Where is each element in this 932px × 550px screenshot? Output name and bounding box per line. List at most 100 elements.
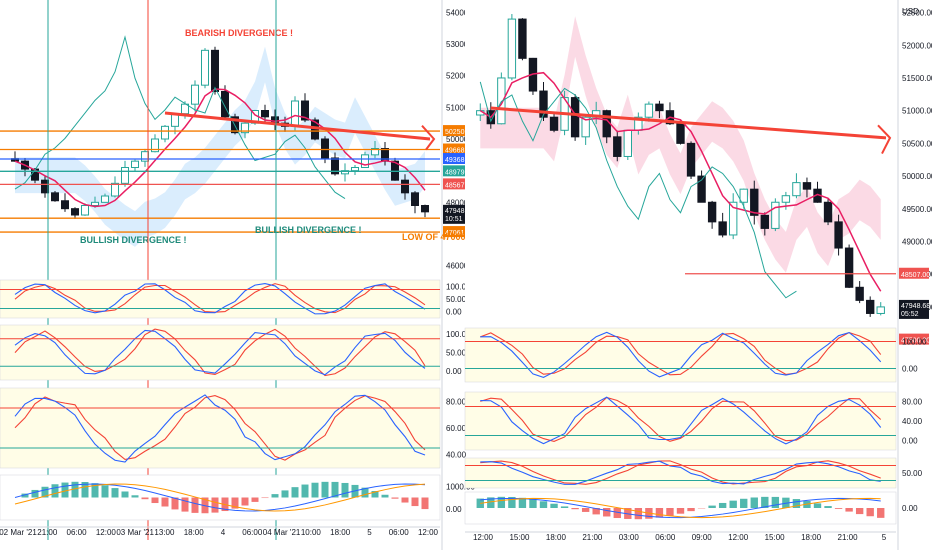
candle-body bbox=[823, 201, 833, 223]
candle-body bbox=[121, 167, 129, 184]
macd-histogram-bar bbox=[141, 497, 149, 500]
x-tick-label: 18:00 bbox=[801, 533, 822, 542]
candle-body bbox=[291, 100, 299, 127]
oscillator-line bbox=[14, 394, 426, 461]
candle-body bbox=[844, 247, 854, 288]
oscillator-line bbox=[14, 283, 426, 315]
macd-histogram-bar bbox=[421, 497, 429, 510]
indicator-tick-label: 100.00 bbox=[902, 338, 927, 347]
indicator-pane-bg bbox=[464, 391, 897, 451]
countdown-label: 05:52 bbox=[901, 311, 919, 318]
x-tick-label: 13:00 bbox=[154, 528, 175, 537]
x-tick-label: 03:00 bbox=[619, 533, 640, 542]
macd-histogram-bar bbox=[51, 484, 59, 498]
candle-body bbox=[141, 151, 149, 162]
macd-histogram-bar bbox=[131, 495, 139, 498]
macd-histogram-bar bbox=[613, 508, 621, 519]
price-level-label: 47500.00 bbox=[901, 338, 930, 345]
candle-body bbox=[497, 77, 506, 125]
oscillator-line bbox=[480, 460, 881, 485]
candle-body bbox=[876, 306, 885, 314]
candle-body bbox=[686, 142, 696, 177]
macd-histogram-bar bbox=[581, 508, 590, 512]
macd-histogram-bar bbox=[592, 508, 600, 515]
macd-histogram-bar bbox=[401, 497, 409, 503]
indicator-tick-label: 0.00 bbox=[446, 505, 462, 514]
indicator-tick-label: 0.00 bbox=[902, 436, 918, 445]
macd-histogram-bar bbox=[866, 508, 874, 517]
candle-body bbox=[201, 49, 209, 86]
macd-histogram-bar bbox=[331, 481, 339, 498]
macd-histogram-bar bbox=[497, 496, 506, 508]
candle-body bbox=[655, 103, 664, 112]
moving-average-line bbox=[14, 88, 426, 208]
macd-histogram-bar bbox=[834, 508, 843, 509]
ichimoku-cloud bbox=[15, 46, 425, 247]
y-tick-label: 49500.00 bbox=[902, 205, 932, 214]
macd-histogram-bar bbox=[813, 503, 822, 508]
indicator-tick-label: 100.00 bbox=[446, 330, 471, 339]
macd-histogram-bar bbox=[571, 508, 579, 510]
macd-histogram-bar bbox=[91, 483, 99, 498]
price-level-badge bbox=[443, 125, 473, 137]
macd-histogram-bar bbox=[750, 497, 758, 508]
indicator-tick-label: 0.00 bbox=[902, 504, 918, 513]
price-level-label: 48507.00 bbox=[901, 272, 930, 279]
indicator-pane-bg bbox=[0, 387, 441, 469]
candle-body bbox=[623, 129, 632, 157]
x-tick-label: 21:00 bbox=[582, 533, 603, 542]
x-tick-label: 06:00 bbox=[655, 533, 676, 542]
price-level-badge bbox=[443, 143, 473, 155]
x-tick-label: 12:00 bbox=[728, 533, 749, 542]
macd-histogram-bar bbox=[824, 506, 832, 508]
macd-histogram-bar bbox=[666, 508, 674, 516]
y-tick-label: 52000.00 bbox=[902, 41, 932, 50]
candle-body bbox=[151, 138, 159, 153]
indicator-tick-label: 0.00 bbox=[446, 308, 462, 317]
signal-line bbox=[480, 497, 881, 519]
candle-body bbox=[71, 208, 79, 216]
last-price-label: 47948.68 bbox=[445, 208, 474, 215]
candle-body bbox=[131, 160, 139, 169]
candle-body bbox=[371, 148, 379, 156]
candle-body bbox=[676, 123, 685, 144]
candle-body bbox=[241, 122, 249, 134]
macd-histogram-bar bbox=[151, 497, 159, 504]
x-tick-label: 21:00 bbox=[838, 533, 859, 542]
candle-body bbox=[729, 201, 738, 236]
y-tick-label: 52500.00 bbox=[902, 9, 932, 18]
last-price-label: 47948.68 bbox=[901, 303, 930, 310]
macd-histogram-bar bbox=[171, 497, 179, 510]
macd-histogram-bar bbox=[740, 498, 748, 508]
macd-histogram-bar bbox=[61, 482, 69, 498]
candle-body bbox=[750, 188, 759, 216]
macd-histogram-bar bbox=[41, 486, 49, 498]
x-tick-label: 18:00 bbox=[184, 528, 205, 537]
candle-body bbox=[421, 205, 429, 213]
macd-histogram-bar bbox=[655, 508, 664, 518]
candle-body bbox=[331, 157, 339, 175]
indicator-tick-label: 0.00 bbox=[446, 367, 462, 376]
macd-histogram-bar bbox=[301, 484, 309, 498]
indicator-tick-label: 80.00 bbox=[446, 397, 467, 406]
macd-histogram-bar bbox=[718, 502, 727, 508]
trendline-arrowhead bbox=[877, 124, 892, 155]
x-tick-label: 12:00 bbox=[473, 533, 494, 542]
macd-histogram-bar bbox=[729, 500, 737, 508]
candle-body bbox=[91, 201, 99, 206]
price-level-label: 49368.00 bbox=[445, 157, 474, 164]
macd-histogram-bar bbox=[845, 508, 853, 512]
currency-label: USD bbox=[902, 7, 919, 16]
x-tick-label: 06:00 bbox=[67, 528, 88, 537]
x-tick-label: 5 bbox=[882, 533, 887, 542]
candle-body bbox=[51, 192, 59, 202]
candle-body bbox=[361, 154, 369, 168]
macd-histogram-bar bbox=[101, 485, 109, 498]
candle-body bbox=[866, 299, 875, 314]
candle-body bbox=[61, 200, 69, 210]
x-tick-label: 10:00 bbox=[301, 528, 322, 537]
candle-body bbox=[570, 97, 580, 138]
price-level-label: 47061.00 bbox=[445, 230, 474, 237]
